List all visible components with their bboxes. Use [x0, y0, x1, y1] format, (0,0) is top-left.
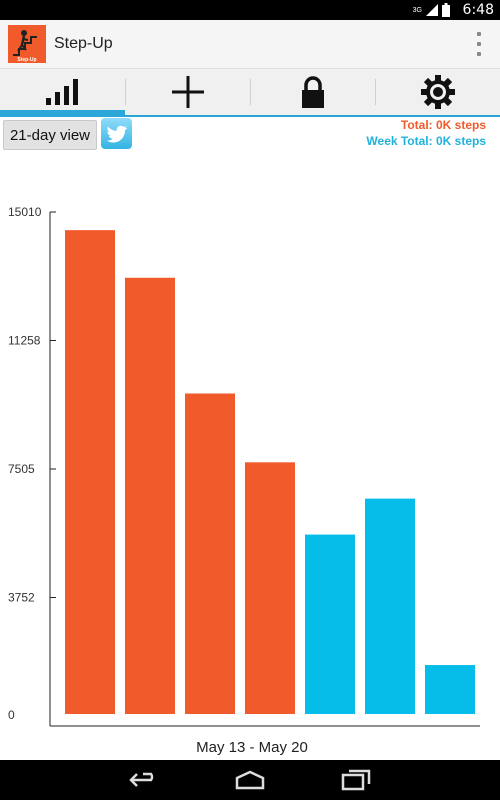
action-bar: Step-Up Step-Up: [0, 20, 500, 69]
y-tick-label: 11258: [8, 333, 41, 347]
tab-bar: [0, 69, 500, 117]
x-axis-label: May 13 - May 20: [196, 739, 308, 756]
gear-icon: [420, 75, 455, 109]
y-tick-label: 3752: [8, 591, 35, 605]
status-bar: 3G 6:48: [0, 0, 500, 20]
back-icon: [129, 772, 154, 787]
totals-panel: Total: 0K steps Week Total: 0K steps: [366, 117, 486, 149]
lock-icon: [301, 76, 324, 108]
menu-dot: [477, 52, 481, 56]
bar-2: [125, 277, 175, 714]
menu-dot: [477, 42, 481, 46]
bar-6: [365, 498, 415, 714]
week-total-steps-label: Week Total: 0K steps: [366, 134, 486, 148]
bar-7: [425, 665, 475, 714]
home-button[interactable]: [232, 768, 268, 792]
overflow-menu-button[interactable]: [474, 32, 484, 56]
bar-1: [65, 230, 115, 714]
twitter-share-button[interactable]: [101, 118, 132, 149]
tab-lock[interactable]: [250, 69, 375, 115]
tab-settings[interactable]: [375, 69, 500, 115]
y-tick-label: 15010: [8, 205, 42, 219]
app-logo-icon: Step-Up: [8, 25, 46, 63]
twitter-icon: [106, 125, 127, 142]
network-type-label: 3G: [412, 6, 422, 14]
bar-4: [245, 462, 295, 714]
clock: 6:48: [462, 2, 494, 18]
app-title: Step-Up: [54, 35, 113, 52]
bar-5: [305, 534, 355, 714]
tab-add[interactable]: [125, 69, 250, 115]
bar-chart-icon: [45, 79, 78, 105]
back-button[interactable]: [126, 768, 162, 792]
bar-3: [185, 393, 235, 714]
y-tick-label: 0: [8, 708, 15, 722]
status-icons: 3G: [413, 3, 450, 17]
tab-chart[interactable]: [0, 69, 125, 115]
signal-icon: [426, 4, 438, 16]
menu-dot: [477, 32, 481, 36]
total-steps-label: Total: 0K steps: [400, 118, 486, 132]
view-range-button[interactable]: 21-day view: [3, 120, 97, 150]
y-tick-label: 7505: [8, 462, 35, 476]
steps-bar-chart: 0 3752 7505 11258 15010 May 13 - May 20: [8, 205, 480, 756]
recent-apps-button[interactable]: [338, 768, 374, 792]
plus-icon: [171, 76, 204, 108]
home-icon: [235, 770, 265, 790]
system-nav-bar: [0, 760, 500, 800]
app-icon-caption: Step-Up: [17, 57, 36, 63]
battery-icon: [442, 3, 450, 17]
recent-apps-icon: [341, 769, 371, 791]
